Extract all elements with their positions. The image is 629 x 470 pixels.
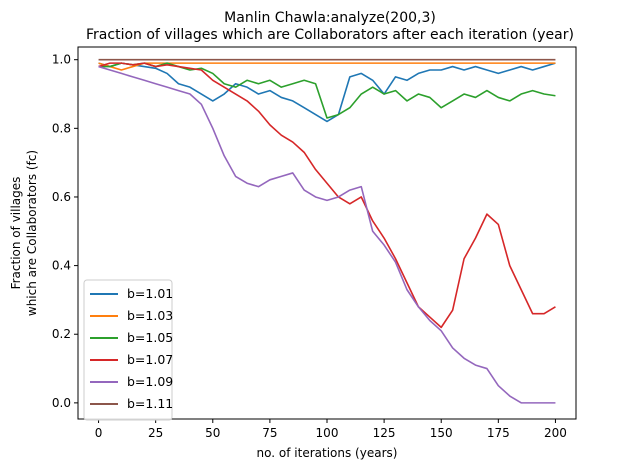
series-line-b=1.01 [98, 62, 556, 123]
legend-label: b=1.09 [127, 374, 173, 389]
y-tick-label: 0.6 [52, 190, 71, 204]
chart-title: Manlin Chawla:analyze(200,3) [224, 10, 436, 26]
y-axis-label-line2: which are Collaborators (fc) [25, 150, 39, 316]
y-tick-label: 1.0 [52, 53, 71, 67]
series-line-b=1.09 [98, 65, 556, 404]
legend-label: b=1.01 [127, 286, 173, 301]
y-axis-label-line1: Fraction of villages [9, 177, 23, 290]
y-tick-label: 0.4 [52, 259, 71, 273]
series-layer [98, 58, 556, 404]
y-tick-label: 0.2 [52, 327, 71, 341]
legend: b=1.01 b=1.03 b=1.05 b=1.07 b=1.09 b=1.11 [83, 279, 173, 421]
x-tick-label: 125 [373, 426, 396, 440]
x-axis-ticks: 0 25 50 75 100 125 150 175 200 [95, 419, 567, 440]
x-tick-label: 0 [95, 426, 103, 440]
y-tick-label: 0.0 [52, 396, 71, 410]
legend-label: b=1.03 [127, 308, 173, 323]
x-tick-label: 175 [487, 426, 510, 440]
x-tick-label: 50 [205, 426, 220, 440]
x-tick-label: 150 [430, 426, 453, 440]
chart-subtitle: Fraction of villages which are Collabora… [86, 27, 574, 43]
plot-area-frame [77, 46, 577, 420]
legend-label: b=1.07 [127, 352, 173, 367]
legend-label: b=1.11 [127, 396, 173, 411]
x-tick-label: 200 [544, 426, 567, 440]
x-tick-label: 25 [148, 426, 163, 440]
y-axis-ticks: 0.0 0.2 0.4 0.6 0.8 1.0 [52, 53, 78, 410]
x-axis-label: no. of iterations (years) [257, 446, 398, 460]
x-tick-label: 100 [316, 426, 339, 440]
series-line-b=1.07 [98, 62, 556, 329]
series-line-b=1.05 [98, 62, 556, 119]
series-line-b=1.03 [98, 62, 556, 71]
legend-label: b=1.05 [127, 330, 173, 345]
y-tick-label: 0.8 [52, 121, 71, 135]
x-tick-label: 75 [262, 426, 277, 440]
